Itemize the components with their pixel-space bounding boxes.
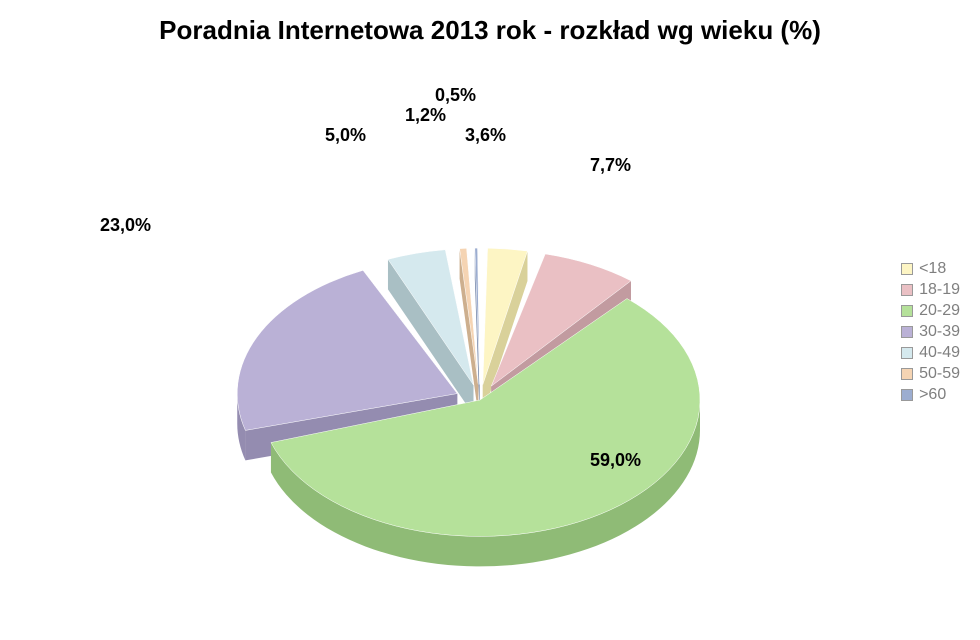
- legend-label: 40-49: [919, 344, 960, 362]
- legend-swatch: [901, 263, 913, 275]
- legend-label: >60: [919, 386, 946, 404]
- legend-label: <18: [919, 260, 946, 278]
- legend-label: 18-19: [919, 281, 960, 299]
- legend-swatch: [901, 389, 913, 401]
- legend-item: 18-19: [901, 281, 960, 299]
- legend-label: 20-29: [919, 302, 960, 320]
- legend-swatch: [901, 326, 913, 338]
- legend-swatch: [901, 368, 913, 380]
- data-label: 23,0%: [100, 215, 151, 236]
- legend-item: >60: [901, 386, 960, 404]
- legend-swatch: [901, 305, 913, 317]
- legend-item: 30-39: [901, 323, 960, 341]
- data-label: 1,2%: [405, 105, 446, 126]
- legend-label: 30-39: [919, 323, 960, 341]
- data-label: 5,0%: [325, 125, 366, 146]
- legend-item: 20-29: [901, 302, 960, 320]
- data-label: 0,5%: [435, 85, 476, 106]
- chart-title: Poradnia Internetowa 2013 rok - rozkład …: [0, 0, 980, 46]
- legend-label: 50-59: [919, 365, 960, 383]
- data-label: 3,6%: [465, 125, 506, 146]
- legend-item: 50-59: [901, 365, 960, 383]
- data-label: 7,7%: [590, 155, 631, 176]
- legend-swatch: [901, 347, 913, 359]
- legend: <18 18-19 20-29 30-39 40-49 50-59 >60: [901, 260, 960, 407]
- legend-item: 40-49: [901, 344, 960, 362]
- legend-item: <18: [901, 260, 960, 278]
- data-label: 59,0%: [590, 450, 641, 471]
- legend-swatch: [901, 284, 913, 296]
- pie-chart: 3,6%7,7%59,0%23,0%5,0%1,2%0,5%: [50, 100, 800, 620]
